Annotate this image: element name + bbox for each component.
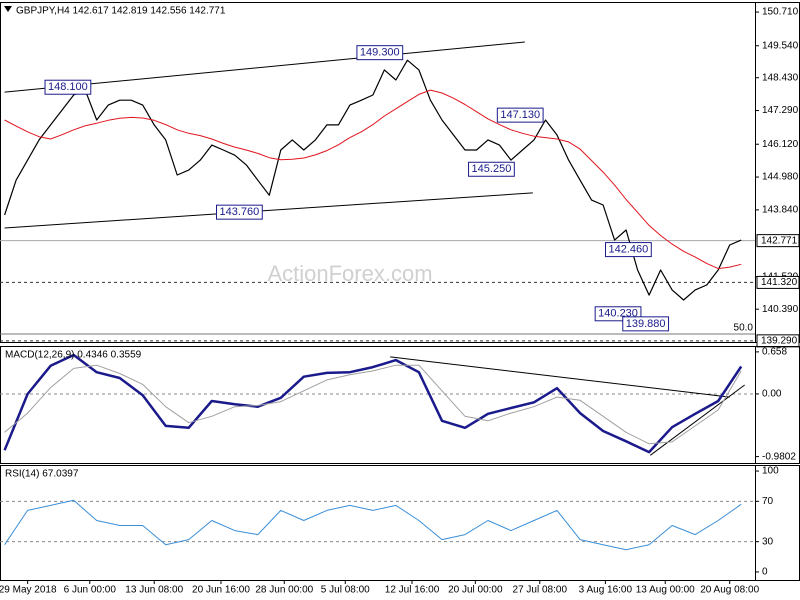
annotation-box (468, 161, 515, 177)
x-tick-label: 20 Aug 08:00 (700, 585, 759, 596)
series-line (4, 59, 742, 301)
annotation-label: 145.250 (472, 163, 512, 175)
y-tick-label: 148.430 (762, 72, 799, 83)
annotation-label: 147.130 (500, 109, 540, 121)
x-tick-label: 3 Aug 16:00 (579, 585, 633, 596)
annotation-label: 142.460 (609, 243, 649, 255)
level-box (756, 234, 800, 248)
annotation-box (622, 316, 670, 332)
y-tick-label: 146.120 (762, 139, 799, 150)
x-tick-label: 20 Jun 16:00 (192, 585, 250, 596)
price-annotation: 142.460 (605, 242, 652, 258)
x-tick-label: 13 Aug 00:00 (636, 585, 695, 596)
series-line (3, 353, 743, 454)
y-tick-label: 144.980 (762, 172, 799, 183)
annotation-box (605, 242, 652, 258)
x-tick-label: 27 Jul 08:00 (513, 585, 568, 596)
annotation-label: 139.880 (626, 318, 666, 330)
y-tick-label: 149.540 (762, 40, 799, 51)
level-label: 141.320 (761, 277, 798, 288)
price-annotation: 147.130 (496, 107, 544, 123)
panel-header: RSI(14) 67.0397 (5, 469, 79, 480)
fib-label: 50.0 (734, 323, 754, 334)
y-tick-label: 30 (762, 536, 774, 547)
price-annotation: 145.250 (468, 161, 515, 177)
trend-line (4, 41, 525, 93)
y-tick-label: 150.710 (762, 7, 799, 18)
x-tick-label: 29 May 2018 (0, 585, 57, 596)
y-tick-label: -0.9802 (762, 451, 796, 462)
series-line (4, 364, 742, 445)
trend-line (390, 356, 730, 398)
annotation-box (216, 204, 263, 220)
y-tick-label: 0.658 (762, 347, 787, 358)
series-line (4, 499, 742, 551)
price-annotation: 143.760 (216, 204, 263, 220)
menu-triangle (4, 6, 12, 12)
level-box (756, 275, 800, 289)
x-tick-label: 6 Jun 00:00 (64, 585, 117, 596)
annotation-label: 143.760 (220, 206, 260, 218)
y-tick-label: 143.840 (762, 204, 799, 215)
x-tick-label: 5 Jul 08:00 (321, 585, 370, 596)
x-tick-label: 28 Jun 00:00 (255, 585, 313, 596)
y-tick-label: 147.290 (762, 105, 799, 116)
y-tick-label: 140.390 (762, 304, 799, 315)
panel-header: MACD(12,26,9) 0.4346 0.3559 (5, 350, 142, 361)
trend-line (649, 384, 745, 456)
series-line (4, 89, 742, 270)
annotation-box (356, 45, 404, 61)
level-label: 142.771 (761, 235, 798, 246)
y-tick-label: 0.00 (762, 389, 782, 400)
annotation-box (496, 107, 544, 123)
x-tick-label: 12 Jul 16:00 (385, 585, 440, 596)
annotation-label: 148.100 (48, 81, 88, 93)
annotation-label: 149.300 (360, 47, 400, 59)
y-tick-label: 0 (762, 567, 768, 578)
price-annotation: 149.300 (356, 45, 404, 61)
watermark: ActionForex.com (267, 261, 432, 286)
level-label: 139.290 (761, 335, 798, 346)
y-tick-label: 70 (762, 496, 774, 507)
price-annotation: 148.100 (44, 79, 92, 95)
x-tick-label: 20 Jul 00:00 (448, 585, 503, 596)
price-annotation: 139.880 (622, 316, 670, 332)
x-tick-label: 13 Jun 08:00 (125, 585, 183, 596)
annotation-box (44, 79, 92, 95)
panel-header: GBPJPY,H4 142.617 142.819 142.556 142.77… (16, 6, 226, 17)
trend-line (4, 192, 533, 229)
y-tick-label: 100 (762, 466, 779, 477)
